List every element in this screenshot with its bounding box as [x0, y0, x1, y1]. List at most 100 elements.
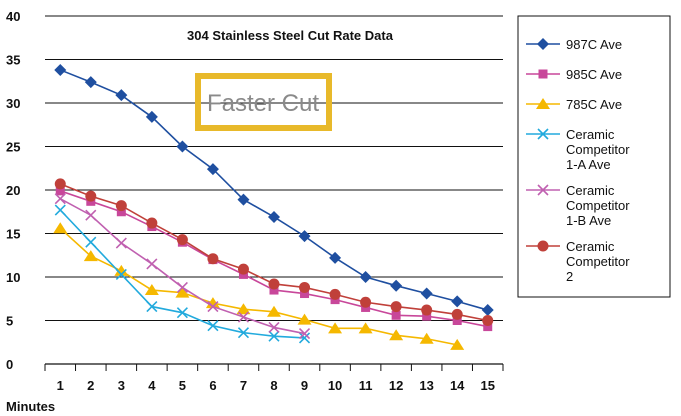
data-point: [481, 304, 494, 317]
data-point: [116, 207, 126, 217]
x-tick-label: 9: [301, 378, 308, 393]
data-point: [268, 210, 280, 223]
data-point: [84, 76, 97, 89]
legend-item: 785C Ave: [526, 97, 622, 112]
legend-marker: [538, 69, 548, 79]
data-point: [176, 281, 188, 294]
legend-item: 985C Ave: [526, 67, 622, 82]
data-point: [54, 63, 67, 76]
y-tick-label: 40: [6, 9, 20, 24]
data-point: [422, 311, 432, 321]
data-point: [358, 322, 373, 334]
data-point: [268, 321, 280, 334]
legend: 987C Ave 985C Ave 785C Ave Ceramic Competito…: [517, 15, 671, 298]
data-point: [420, 287, 433, 300]
x-tick-label: 11: [359, 378, 373, 393]
data-point: [389, 329, 404, 341]
data-point: [146, 258, 158, 270]
data-point: [115, 237, 127, 249]
x-tick-label: 7: [240, 378, 247, 393]
axes: [44, 363, 504, 371]
data-point: [85, 209, 97, 221]
x-tick-label: 8: [270, 378, 277, 393]
data-point: [146, 301, 158, 313]
series-1: [54, 63, 494, 317]
data-point: [207, 301, 219, 313]
annotation-text: Faster Cut: [207, 90, 319, 117]
data-point: [207, 320, 219, 332]
data-point: [237, 263, 249, 275]
x-axis-ticks: 1 2 3 4 5 6 7 8 9 10 11 12 13 14 15: [57, 378, 495, 393]
data-point: [115, 89, 128, 102]
data-point: [175, 286, 190, 298]
data-point: [267, 305, 281, 317]
data-point: [299, 281, 311, 293]
data-point: [328, 322, 343, 334]
data-point: [83, 250, 98, 262]
data-point: [53, 222, 68, 234]
data-point: [329, 251, 342, 264]
y-tick-label: 10: [6, 270, 20, 285]
legend-item: Ceramic Competitor 1-A Ave: [526, 127, 630, 172]
y-tick-label: 20: [6, 183, 20, 198]
x-tick-label: 5: [179, 378, 186, 393]
data-point: [114, 264, 129, 276]
legend-marker: [537, 184, 549, 196]
series-3: [53, 222, 465, 350]
x-tick-label: 2: [87, 378, 94, 393]
legend-label: Ceramic Competitor 1-A Ave: [566, 127, 630, 172]
legend-label: Ceramic Competitor 2: [566, 239, 630, 284]
annotation-box: [195, 73, 332, 131]
data-point: [360, 296, 372, 308]
data-point: [391, 310, 401, 320]
y-tick-label: 15: [6, 227, 20, 242]
y-tick-label: 25: [6, 140, 20, 155]
data-point: [451, 308, 463, 320]
chart-title: 304 Stainless Steel Cut Rate Data: [187, 28, 394, 43]
gridlines: [45, 15, 503, 321]
data-point: [205, 297, 220, 309]
data-point: [268, 278, 280, 290]
series-line: [59, 209, 305, 339]
data-point: [144, 284, 159, 296]
legend-items: 987C Ave 985C Ave 785C Ave Ceramic Competito…: [526, 37, 630, 284]
x-tick-label: 10: [328, 378, 342, 393]
data-point: [451, 295, 464, 308]
legend-marker: [537, 38, 549, 50]
data-point: [206, 163, 219, 176]
legend-marker: [536, 98, 550, 109]
data-point: [55, 186, 65, 196]
data-point: [237, 311, 250, 323]
legend-label: Ceramic Competitor 1-B Ave: [566, 183, 630, 228]
data-point: [419, 332, 434, 344]
legend-item: Ceramic Competitor 2: [526, 239, 630, 284]
y-axis-ticks: 0 5 10 15 20 25 30 35 40: [6, 9, 20, 372]
y-tick-label: 0: [6, 357, 13, 372]
data-point: [146, 217, 158, 229]
y-tick-label: 30: [6, 96, 20, 111]
legend-label: 987C Ave: [566, 37, 622, 52]
legend-marker: [537, 240, 549, 252]
data-point: [236, 303, 251, 315]
data-point: [145, 110, 158, 123]
data-point: [54, 178, 66, 190]
data-point: [298, 327, 311, 340]
data-point: [390, 301, 402, 313]
data-point: [115, 200, 127, 212]
x-tick-label: 1: [57, 378, 64, 393]
data-point: [176, 307, 188, 319]
data-point: [268, 330, 280, 342]
data-point: [176, 234, 188, 246]
data-point: [54, 193, 66, 205]
legend-label: 985C Ave: [566, 67, 622, 82]
data-point: [329, 288, 341, 300]
x-tick-label: 4: [148, 378, 156, 393]
data-point: [452, 316, 462, 325]
data-point: [298, 230, 311, 243]
data-point: [237, 193, 250, 206]
data-point: [483, 322, 493, 332]
data-point: [359, 271, 372, 283]
series-4: [54, 204, 311, 344]
data-point: [421, 304, 433, 316]
